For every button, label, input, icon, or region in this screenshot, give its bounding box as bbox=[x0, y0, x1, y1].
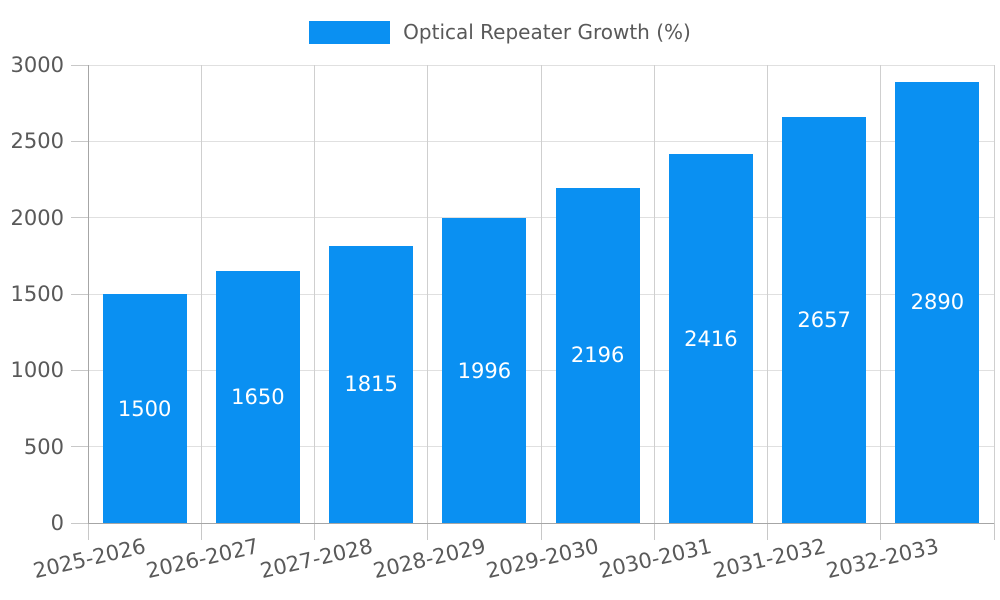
x-gridline bbox=[767, 65, 768, 523]
x-axis-tick-label: 2029-2030 bbox=[484, 534, 602, 584]
chart-legend[interactable]: Optical Repeater Growth (%) bbox=[0, 21, 1000, 44]
x-tick-mark bbox=[200, 523, 202, 540]
x-gridline bbox=[540, 65, 542, 523]
y-axis-tick-label: 500 bbox=[23, 434, 64, 459]
bar-value-label: 1996 bbox=[457, 358, 512, 383]
bar-2029-2030[interactable] bbox=[555, 187, 640, 523]
y-axis-tick-label: 2000 bbox=[10, 205, 64, 230]
y-axis-tick-label: 1500 bbox=[10, 282, 64, 306]
bar-2027-2028[interactable] bbox=[329, 245, 414, 523]
bar-2031-2032[interactable] bbox=[782, 117, 867, 523]
y-axis-tick-label: 3000 bbox=[10, 53, 64, 77]
y-tick-mark bbox=[71, 369, 88, 371]
bar-2025-2026[interactable] bbox=[102, 294, 187, 523]
bar-value-label: 2416 bbox=[684, 326, 738, 351]
y-tick-mark bbox=[71, 64, 88, 66]
x-tick-mark bbox=[653, 523, 655, 540]
y-tick-mark bbox=[71, 446, 88, 448]
y-tick-mark bbox=[71, 217, 88, 219]
y-axis-line bbox=[87, 65, 89, 523]
y-tick-mark bbox=[71, 140, 88, 142]
x-tick-mark bbox=[880, 523, 882, 540]
x-axis-tick-label: 2026-2027 bbox=[144, 534, 262, 584]
bar-value-label: 2657 bbox=[797, 308, 851, 333]
bar-value-label: 1650 bbox=[231, 385, 285, 410]
x-tick-mark bbox=[87, 523, 89, 540]
legend-color-swatch bbox=[309, 21, 391, 44]
x-gridline bbox=[653, 65, 655, 523]
x-axis-tick-label: 2032-2033 bbox=[823, 534, 941, 584]
x-axis-tick-label: 2027-2028 bbox=[257, 534, 375, 584]
x-gridline bbox=[427, 65, 429, 523]
x-axis-tick-label: 2030-2031 bbox=[597, 534, 715, 584]
x-gridline bbox=[880, 65, 882, 523]
y-axis-tick-label: 1000 bbox=[10, 358, 64, 383]
bar-2030-2031[interactable] bbox=[668, 154, 753, 523]
y-tick-mark bbox=[71, 522, 88, 524]
x-gridline bbox=[314, 65, 315, 523]
x-gridline bbox=[200, 65, 202, 523]
x-tick-mark bbox=[314, 523, 315, 540]
x-axis-tick-label: 2028-2029 bbox=[370, 534, 488, 584]
x-tick-mark bbox=[993, 523, 995, 540]
bar-2028-2029[interactable] bbox=[442, 218, 527, 523]
y-axis-tick-label: 2500 bbox=[10, 129, 64, 154]
y-tick-mark bbox=[71, 293, 88, 295]
bar-value-label: 2196 bbox=[570, 343, 625, 368]
x-tick-mark bbox=[540, 523, 542, 540]
x-tick-mark bbox=[427, 523, 429, 540]
bar-value-label: 2890 bbox=[910, 290, 965, 315]
bar-value-label: 1815 bbox=[344, 372, 398, 397]
x-axis-tick-label: 2025-2026 bbox=[31, 534, 149, 584]
x-gridline bbox=[993, 65, 995, 523]
y-axis-tick-label: 0 bbox=[50, 511, 64, 535]
x-axis-line bbox=[88, 522, 994, 524]
x-tick-mark bbox=[767, 523, 768, 540]
legend-label: Optical Repeater Growth (%) bbox=[403, 20, 691, 44]
x-axis-tick-label: 2031-2032 bbox=[710, 534, 828, 584]
bar-value-label: 1500 bbox=[117, 396, 172, 421]
bar-2032-2033[interactable] bbox=[895, 81, 980, 523]
bar-2026-2027[interactable] bbox=[215, 271, 300, 523]
